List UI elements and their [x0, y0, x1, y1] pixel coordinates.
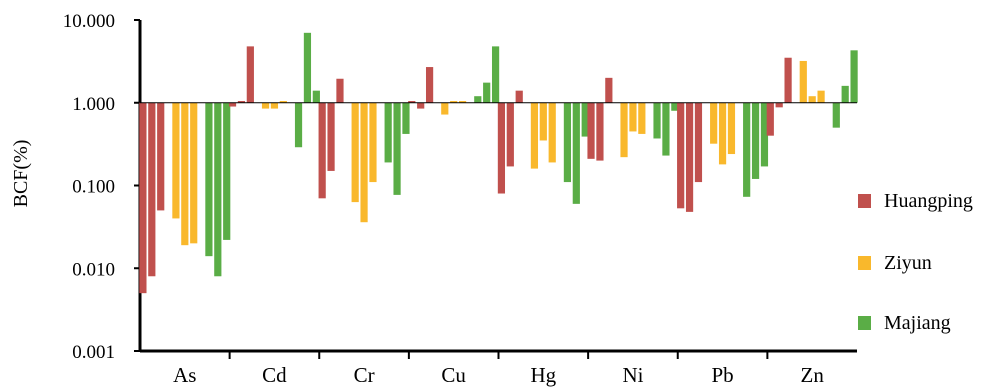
bar — [751, 102, 760, 179]
bar — [596, 102, 604, 161]
legend-label: Ziyun — [884, 252, 932, 274]
bar — [784, 57, 792, 103]
bar — [605, 77, 613, 103]
bar — [587, 102, 595, 159]
bar — [548, 102, 556, 163]
bar — [727, 102, 736, 155]
bar — [327, 102, 335, 171]
bar — [425, 67, 434, 103]
bar — [261, 102, 270, 109]
bar — [808, 96, 816, 103]
x-tick-label: Hg — [530, 363, 556, 387]
bar — [294, 102, 303, 148]
bar — [441, 102, 449, 115]
bar — [228, 102, 237, 107]
bar — [369, 102, 377, 183]
bar — [515, 90, 523, 103]
y-tick-label: 10.000 — [63, 11, 115, 32]
bar — [351, 102, 359, 203]
bar — [662, 102, 670, 156]
bar — [474, 96, 482, 103]
bar — [139, 102, 147, 294]
bar — [458, 100, 467, 103]
x-tick-label: Zn — [801, 363, 825, 387]
bar — [671, 102, 679, 111]
y-axis-title: BCF(%) — [10, 140, 32, 208]
bar — [270, 102, 279, 109]
bar — [384, 102, 392, 163]
y-axis: 10.000 1.000 0.100 0.010 0.001 — [63, 11, 142, 363]
bar — [181, 102, 189, 246]
bars — [139, 32, 858, 294]
bar — [841, 85, 849, 103]
bar — [223, 102, 231, 240]
bar — [718, 102, 727, 165]
bar — [581, 102, 589, 137]
bar — [279, 100, 287, 103]
bar — [157, 102, 165, 211]
bar — [303, 32, 312, 103]
x-tick-label: Pb — [711, 363, 733, 387]
x-tick-label: Ni — [622, 363, 643, 387]
bar — [360, 102, 368, 223]
x-tick-label: Cu — [441, 363, 466, 387]
legend-swatch — [858, 316, 871, 330]
bar — [172, 102, 180, 219]
bar — [694, 102, 703, 183]
bar — [205, 102, 213, 257]
y-tick-label: 0.100 — [72, 177, 115, 198]
y-tick-label: 0.001 — [72, 342, 115, 363]
bar — [148, 102, 156, 277]
legend-swatch — [858, 256, 871, 270]
x-tick-label: As — [173, 363, 196, 387]
bar — [318, 102, 326, 199]
legend-label: Majiang — [884, 312, 951, 334]
bar — [450, 100, 458, 103]
x-axis: As Cd Cr Cu Hg Ni Pb Zn — [140, 349, 857, 387]
bar — [799, 60, 807, 103]
bar — [402, 102, 410, 134]
y-tick-label: 1.000 — [72, 94, 115, 115]
bar — [483, 82, 491, 103]
bar — [629, 102, 637, 132]
x-tick-label: Cr — [354, 363, 375, 387]
bar — [832, 102, 840, 128]
bar — [417, 102, 425, 109]
bar — [685, 102, 694, 212]
legend-label: Huangping — [884, 190, 973, 212]
bar — [677, 102, 685, 209]
bar — [653, 102, 661, 139]
bar — [336, 78, 344, 103]
bar — [766, 102, 774, 136]
bar — [775, 102, 783, 108]
bar — [760, 102, 769, 167]
bar — [393, 102, 401, 195]
bar — [572, 102, 580, 204]
bar — [817, 90, 825, 103]
bar — [408, 100, 416, 103]
bar — [491, 46, 500, 103]
bar — [539, 102, 547, 141]
bar — [850, 50, 858, 103]
bar — [214, 102, 222, 277]
bar — [530, 102, 539, 169]
bar — [563, 102, 572, 183]
bar — [743, 102, 751, 197]
bar — [312, 90, 320, 103]
bar — [506, 102, 514, 167]
bar — [710, 102, 718, 144]
bar — [190, 102, 198, 244]
legend: Huangping Ziyun Majiang — [858, 190, 973, 334]
x-tick-label: Cd — [262, 363, 287, 387]
bar — [497, 102, 506, 194]
bar — [237, 100, 246, 103]
bar — [620, 102, 628, 158]
bar — [246, 46, 254, 103]
bar — [638, 102, 646, 134]
legend-swatch — [858, 194, 871, 208]
y-tick-label: 0.010 — [72, 259, 115, 280]
